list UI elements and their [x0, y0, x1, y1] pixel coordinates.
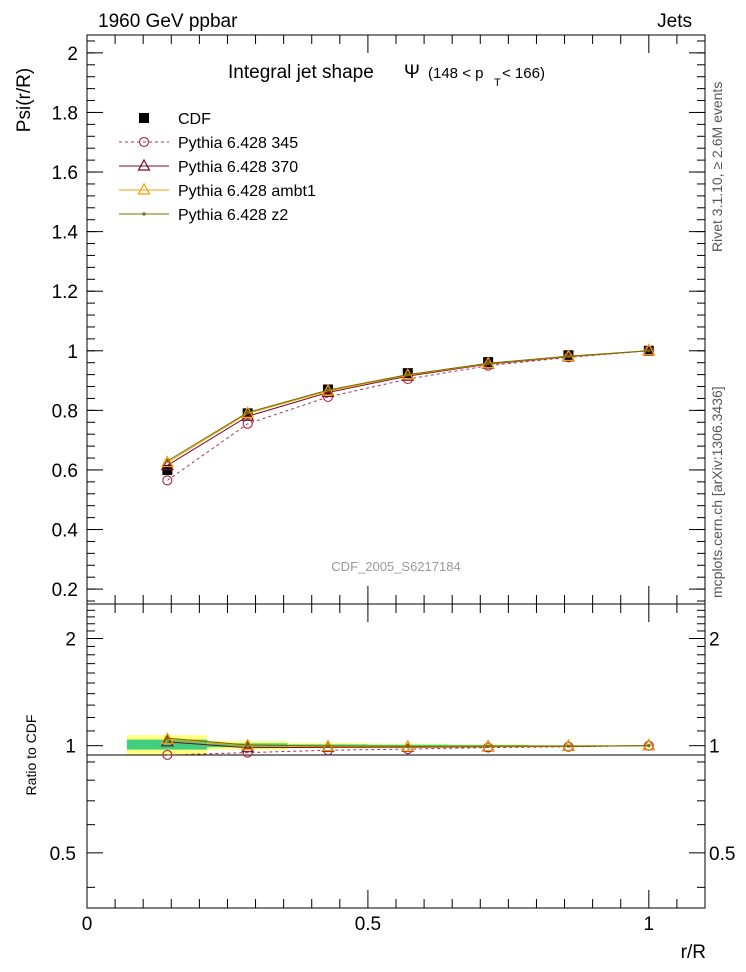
- main-point-ambt1: [561, 349, 575, 362]
- legend-entry-cdf: CDF: [139, 111, 211, 128]
- legend-entry-ambt1: Pythia 6.428 ambt1: [119, 182, 316, 200]
- ratio-axis-ticks: 0.5 0.5 1 1 2 2 0 0.5 1: [50, 604, 735, 935]
- legend: CDF Pythia 6.428 345 Pythia 6.428 370 Pythi…: [119, 111, 316, 224]
- ratio-point-z2: [406, 744, 410, 748]
- ratio-ytick-label: 2: [65, 630, 76, 651]
- main-series-p345: [162, 345, 654, 486]
- mcplots-label: mcplots.cern.ch [arXiv:1306.3436]: [709, 386, 725, 598]
- main-ytick-label: 0.2: [52, 580, 78, 601]
- ratio-point-ambt1: [401, 739, 415, 752]
- title-prefix: Integral jet shape: [228, 62, 374, 83]
- legend-entry-p370: Pythia 6.428 370: [119, 158, 298, 176]
- ratio-point-z2: [246, 743, 250, 747]
- main-series-cdf: [162, 345, 654, 475]
- title-range-close: < 166): [502, 65, 545, 82]
- main-series-z2: [165, 349, 651, 463]
- main-point-z2: [406, 373, 410, 377]
- ratio-point-z2: [566, 744, 570, 748]
- legend-marker-p370: [137, 158, 151, 171]
- ratio-point-z2: [486, 744, 490, 748]
- main-point-z2: [566, 354, 570, 358]
- header-left: 1960 GeV ppbar: [98, 11, 238, 32]
- ratio-point-ambt1: [642, 738, 656, 751]
- main-point-ambt1: [642, 343, 656, 356]
- ratio-ytick-label-right: 1: [709, 737, 720, 758]
- main-ytick-label: 1.2: [52, 282, 78, 303]
- ratio-ytick-label-right: 2: [709, 630, 720, 651]
- main-line-p370: [167, 350, 649, 466]
- ratio-xtick-label: 1: [644, 914, 655, 935]
- ratio-ytick-label: 1: [65, 737, 76, 758]
- plot-title: Integral jet shape Ψ (148 < p T < 166): [228, 62, 545, 89]
- ratio-point-ambt1: [561, 739, 575, 751]
- ratio-point-p370: [160, 734, 174, 747]
- ratio-band-green: [126, 739, 208, 750]
- main-point-p345: [162, 475, 173, 486]
- main-ytick-label: 0.4: [52, 521, 79, 542]
- ratio-series-group: [160, 732, 656, 761]
- main-ylabel: Psi(r/R): [14, 68, 35, 132]
- main-axis-ticks: 0.2 0.4 0.6 0.8 1 1.2 1.4 1.6 1.8 2: [52, 35, 706, 604]
- ratio-ytick-label-right: 0.5: [709, 844, 735, 865]
- main-ytick-label: 1.8: [52, 103, 78, 124]
- legend-label-z2: Pythia 6.428 z2: [178, 207, 288, 224]
- main-point-p345: [242, 418, 253, 429]
- ratio-point-ambt1: [481, 739, 495, 752]
- ratio-point-z2: [326, 744, 330, 748]
- ratio-xtick-label: 0: [82, 914, 93, 935]
- main-ytick-label: 1.4: [52, 223, 79, 244]
- legend-entry-p345: Pythia 6.428 345: [119, 135, 298, 152]
- main-point-z2: [246, 410, 250, 414]
- header-right: Jets: [657, 11, 692, 32]
- main-point-z2: [326, 388, 330, 392]
- ratio-ytick-label: 0.5: [50, 844, 76, 865]
- legend-marker-ambt1: [137, 182, 151, 195]
- analysis-watermark: CDF_2005_S6217184: [331, 559, 460, 574]
- ratio-plot-frame: [86, 603, 706, 909]
- ratio-xlabel: r/R: [681, 942, 706, 963]
- main-series-p370: [160, 343, 656, 471]
- main-point-ambt1: [241, 406, 255, 418]
- ratio-ylabel: Ratio to CDF: [23, 715, 39, 796]
- legend-marker-p345: [138, 136, 150, 148]
- main-point-z2: [486, 361, 490, 365]
- title-range-open: (148 < p: [428, 65, 483, 82]
- ratio-xtick-label: 0.5: [355, 914, 381, 935]
- ratio-uncertainty-bands: [126, 735, 609, 756]
- legend-marker-z2: [142, 212, 146, 216]
- main-point-z2: [647, 349, 651, 353]
- main-ytick-label: 1.6: [52, 163, 78, 184]
- main-point-p370: [160, 458, 174, 471]
- title-psi: Ψ: [404, 62, 420, 83]
- ratio-point-z2: [647, 744, 651, 748]
- legend-label-ambt1: Pythia 6.428 ambt1: [178, 183, 316, 200]
- ratio-point-p370: [241, 740, 255, 753]
- main-ytick-label: 0.8: [52, 401, 78, 422]
- ratio-point-z2: [165, 736, 169, 740]
- legend-label-p345: Pythia 6.428 345: [178, 135, 298, 152]
- main-point-z2: [165, 459, 169, 463]
- legend-label-cdf: CDF: [178, 111, 211, 128]
- legend-entry-z2: Pythia 6.428 z2: [119, 207, 288, 224]
- main-ytick-label: 1: [67, 342, 78, 363]
- ratio-point-p345: [162, 749, 173, 761]
- ratio-line-p345: [167, 745, 649, 756]
- ratio-series-z2: [165, 736, 651, 748]
- main-point-ambt1: [160, 455, 174, 468]
- rivet-label: Rivet 3.1.10, ≥ 2.6M events: [709, 82, 725, 252]
- main-series-group: [160, 343, 656, 486]
- main-line-ambt1: [167, 350, 649, 463]
- main-ytick-label: 2: [67, 44, 78, 65]
- legend-label-p370: Pythia 6.428 370: [178, 159, 298, 176]
- legend-marker-cdf: [139, 113, 149, 123]
- main-line-z2: [167, 350, 649, 462]
- main-series-ambt1: [160, 343, 656, 468]
- main-ytick-label: 0.6: [52, 461, 78, 482]
- title-range-sub: T: [494, 77, 501, 89]
